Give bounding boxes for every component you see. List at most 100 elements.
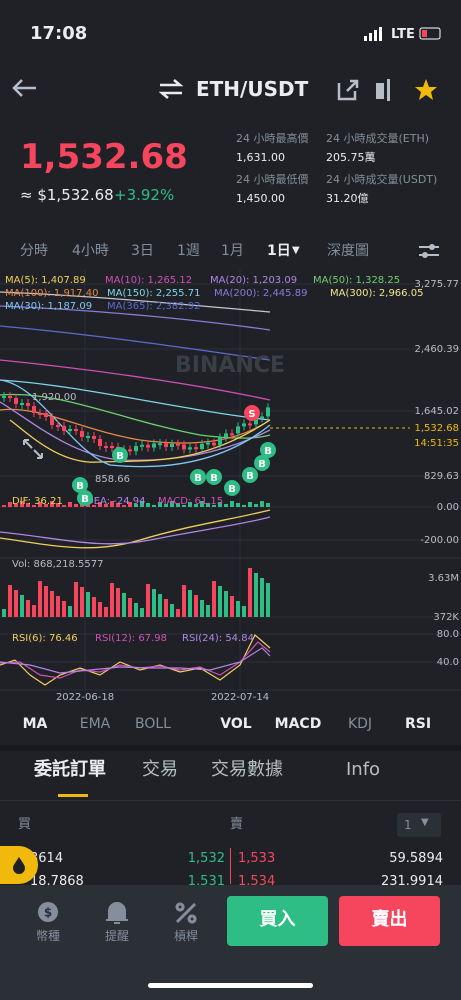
vol-axis-label: 3.63M bbox=[428, 573, 459, 584]
macd-bar bbox=[182, 505, 186, 507]
macd-bar bbox=[146, 503, 150, 507]
macd-bar bbox=[218, 502, 222, 507]
candle bbox=[176, 443, 180, 446]
volume-bar bbox=[134, 603, 138, 617]
buy-marker-label: B bbox=[194, 473, 202, 484]
stat-value: 1,450.00 bbox=[236, 192, 285, 205]
macd-bar bbox=[152, 505, 156, 507]
price-axis-label: 829.63 bbox=[424, 471, 459, 482]
candle bbox=[2, 396, 6, 398]
buy-marker-label: B bbox=[76, 481, 84, 492]
grid bbox=[0, 270, 461, 691]
macd-bar bbox=[74, 504, 78, 507]
date-label: 2022-06-18 bbox=[56, 692, 114, 703]
macd-bar bbox=[224, 504, 228, 507]
buy-marker bbox=[206, 469, 222, 485]
sell-button[interactable] bbox=[339, 896, 440, 946]
depth-select[interactable] bbox=[397, 813, 441, 837]
candle bbox=[152, 443, 156, 448]
candle bbox=[194, 447, 198, 450]
stat-label: 24 小時成交量(USDT) bbox=[326, 173, 438, 186]
fullscreen-icon[interactable] bbox=[23, 439, 43, 459]
candle bbox=[128, 449, 132, 452]
price-axis-label: 3,275.77 bbox=[414, 279, 459, 290]
candle bbox=[140, 444, 144, 447]
rsi-label: RSI(6): 76.46 bbox=[12, 633, 78, 644]
last-price-tag: 1,532.68 bbox=[414, 423, 459, 434]
candle bbox=[200, 443, 204, 449]
volume-bar bbox=[74, 582, 78, 617]
settings-icon[interactable] bbox=[418, 242, 440, 260]
header-icons[interactable] bbox=[336, 78, 446, 102]
volume-bar bbox=[38, 581, 42, 617]
ask-qty: 231.9914 bbox=[380, 874, 443, 889]
candle bbox=[8, 396, 12, 398]
indicator-tab: RSI bbox=[404, 716, 432, 732]
candle bbox=[230, 433, 234, 436]
macd-bar bbox=[140, 501, 144, 507]
watermark: BINANCE bbox=[175, 353, 285, 378]
buy-header: 買 bbox=[18, 817, 32, 832]
macd-bar bbox=[260, 501, 264, 507]
macd-bar bbox=[44, 504, 48, 507]
interval-tab: 1日 bbox=[267, 243, 291, 259]
buy-marker-label: B bbox=[81, 494, 89, 505]
buy-marker-label: B bbox=[116, 451, 124, 462]
interval-tab: 4小時 bbox=[72, 243, 109, 259]
candle bbox=[44, 413, 48, 417]
candle bbox=[92, 436, 96, 439]
ma-label: MA(30): 1,187.09 bbox=[5, 301, 92, 312]
volume-bar bbox=[170, 604, 174, 617]
candle bbox=[20, 403, 24, 405]
vol-label: Vol: 868,218.5577 bbox=[12, 559, 104, 570]
candle bbox=[26, 403, 30, 406]
macd-label: DIF: 36.21 bbox=[12, 496, 63, 507]
macd-bar bbox=[200, 501, 204, 507]
macd-bar bbox=[110, 501, 114, 507]
sell-label: 賣出 bbox=[371, 909, 408, 930]
back-button[interactable] bbox=[10, 76, 40, 100]
candle bbox=[218, 437, 222, 446]
sell-marker-label: S bbox=[248, 409, 255, 420]
macd-bar bbox=[170, 501, 174, 507]
macd-bar bbox=[92, 505, 96, 507]
rsi-label: RSI(12): 67.98 bbox=[95, 633, 167, 644]
buy-button[interactable] bbox=[227, 896, 328, 946]
indicator-tab: VOL bbox=[220, 716, 252, 732]
buy-marker-label: B bbox=[228, 484, 236, 495]
macd-bar bbox=[62, 505, 66, 507]
candle bbox=[50, 417, 54, 425]
candle bbox=[110, 446, 114, 448]
interval-tab: 1月 bbox=[221, 243, 244, 259]
candle bbox=[158, 443, 162, 446]
swap-icon[interactable] bbox=[158, 78, 184, 100]
volume-bar bbox=[62, 601, 66, 617]
macd-lines bbox=[0, 509, 271, 549]
volume-bar bbox=[182, 585, 186, 617]
bid-qty: 18.7868 bbox=[30, 874, 84, 889]
price-axis-label: 1,645.02 bbox=[414, 406, 459, 417]
sell-marker bbox=[244, 405, 260, 421]
interval-tab: 深度圖 bbox=[327, 243, 369, 259]
buy-marker bbox=[77, 490, 93, 506]
volume-bar bbox=[32, 605, 36, 617]
candle bbox=[56, 425, 60, 427]
volume-bar bbox=[68, 606, 72, 617]
volume-bar bbox=[26, 600, 30, 617]
volume-bar bbox=[14, 590, 18, 617]
stat-value: 205.75萬 bbox=[326, 151, 376, 164]
volume-bar bbox=[104, 607, 108, 617]
bid-price: 1,532 bbox=[187, 851, 225, 866]
volume-bar bbox=[224, 591, 228, 617]
macd-bar bbox=[98, 502, 102, 507]
volume-bar bbox=[266, 583, 270, 617]
macd-bar bbox=[20, 501, 24, 507]
interval-tab: 分時 bbox=[20, 243, 48, 259]
buy-marker bbox=[260, 442, 276, 458]
volume-bar bbox=[248, 568, 252, 617]
candles bbox=[2, 392, 270, 617]
nav-label: 槓桿 bbox=[173, 929, 199, 943]
candle bbox=[32, 406, 36, 413]
stat-value: 31.20億 bbox=[326, 192, 369, 205]
